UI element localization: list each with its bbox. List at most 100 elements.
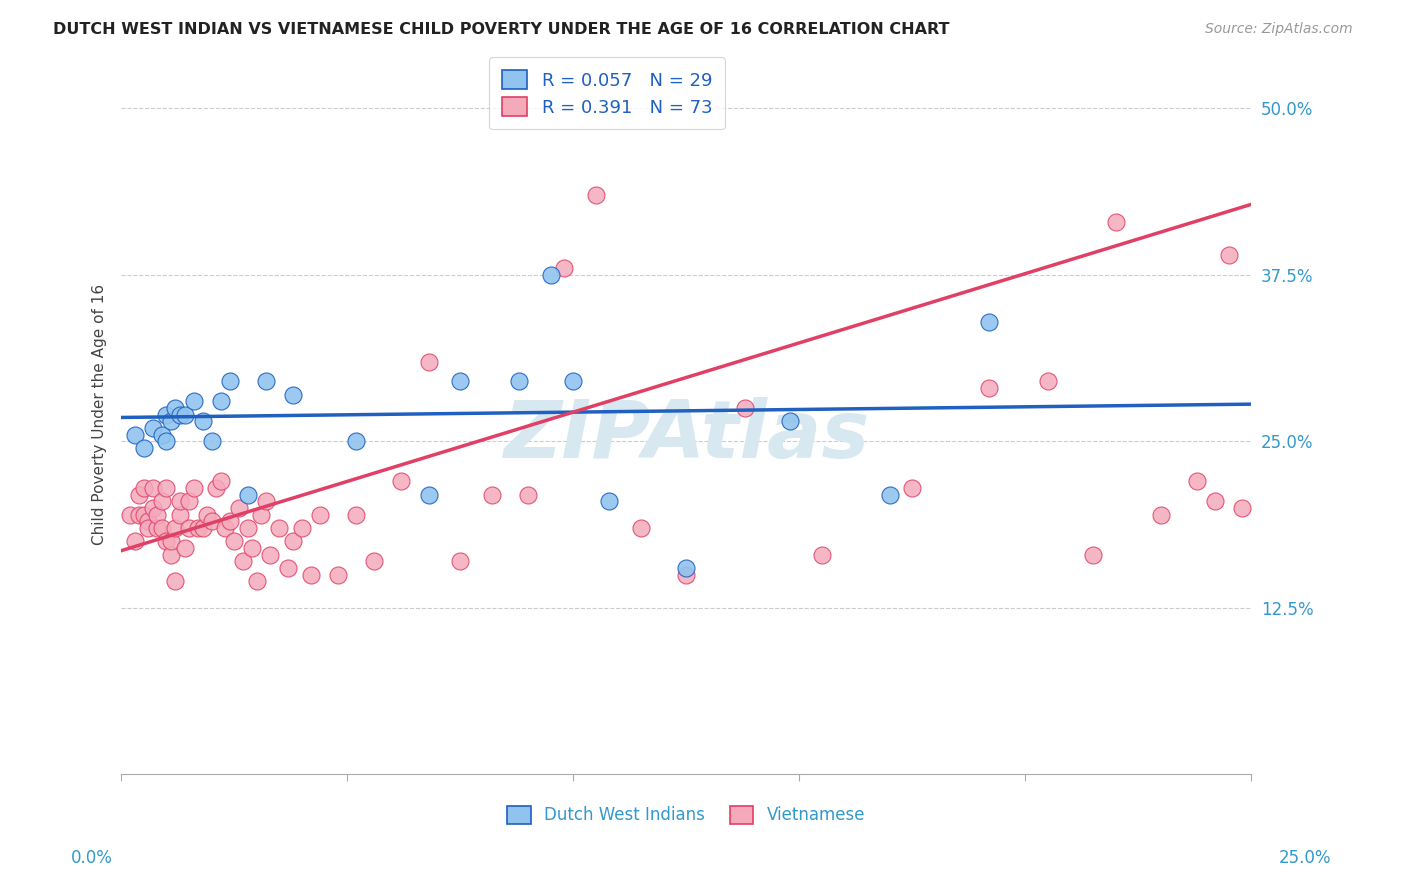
Point <box>173 408 195 422</box>
Point <box>205 481 228 495</box>
Point <box>146 521 169 535</box>
Point <box>418 354 440 368</box>
Point <box>481 488 503 502</box>
Point <box>391 475 413 489</box>
Point <box>142 421 165 435</box>
Point <box>209 475 232 489</box>
Point <box>779 414 801 428</box>
Point <box>1150 508 1173 522</box>
Point <box>201 434 224 449</box>
Point <box>165 521 187 535</box>
Point <box>553 261 575 276</box>
Point <box>177 521 200 535</box>
Text: 0.0%: 0.0% <box>70 849 112 867</box>
Point <box>979 381 1001 395</box>
Point <box>165 574 187 589</box>
Point <box>132 441 155 455</box>
Point <box>228 501 250 516</box>
Point <box>246 574 269 589</box>
Point <box>418 488 440 502</box>
Text: 25.0%: 25.0% <box>1278 849 1331 867</box>
Point <box>449 554 471 568</box>
Point <box>177 494 200 508</box>
Point <box>183 394 205 409</box>
Point <box>214 521 236 535</box>
Point <box>259 548 281 562</box>
Point <box>598 494 620 508</box>
Point <box>811 548 834 562</box>
Point <box>1185 475 1208 489</box>
Point <box>1232 501 1254 516</box>
Point <box>191 521 214 535</box>
Point <box>150 521 173 535</box>
Point <box>155 408 177 422</box>
Point <box>187 521 209 535</box>
Point <box>138 514 160 528</box>
Point <box>169 494 191 508</box>
Point <box>169 508 191 522</box>
Point <box>146 508 169 522</box>
Point <box>155 434 177 449</box>
Point <box>517 488 540 502</box>
Point <box>309 508 332 522</box>
Point <box>562 375 585 389</box>
Y-axis label: Child Poverty Under the Age of 16: Child Poverty Under the Age of 16 <box>93 285 107 545</box>
Point <box>236 521 259 535</box>
Point <box>201 514 224 528</box>
Point <box>675 567 697 582</box>
Point <box>281 534 304 549</box>
Point <box>630 521 652 535</box>
Point <box>142 501 165 516</box>
Point <box>160 548 183 562</box>
Point <box>344 508 367 522</box>
Point <box>132 481 155 495</box>
Point <box>209 394 232 409</box>
Point <box>124 427 146 442</box>
Point <box>128 508 150 522</box>
Point <box>155 481 177 495</box>
Point <box>508 375 530 389</box>
Point <box>734 401 756 416</box>
Point <box>901 481 924 495</box>
Point <box>254 375 277 389</box>
Point <box>269 521 291 535</box>
Point <box>169 408 191 422</box>
Point <box>1218 248 1240 262</box>
Point <box>155 534 177 549</box>
Point <box>195 508 218 522</box>
Point <box>150 494 173 508</box>
Point <box>183 481 205 495</box>
Point <box>150 427 173 442</box>
Point <box>240 541 263 555</box>
Text: DUTCH WEST INDIAN VS VIETNAMESE CHILD POVERTY UNDER THE AGE OF 16 CORRELATION CH: DUTCH WEST INDIAN VS VIETNAMESE CHILD PO… <box>53 22 950 37</box>
Point <box>1204 494 1226 508</box>
Point <box>1081 548 1104 562</box>
Point <box>128 488 150 502</box>
Point <box>236 488 259 502</box>
Point <box>250 508 273 522</box>
Text: ZIPAtlas: ZIPAtlas <box>503 397 869 475</box>
Point <box>218 514 240 528</box>
Point <box>449 375 471 389</box>
Point <box>132 508 155 522</box>
Point <box>138 521 160 535</box>
Point <box>173 541 195 555</box>
Point <box>585 188 607 202</box>
Point <box>120 508 142 522</box>
Point <box>277 561 299 575</box>
Point <box>191 414 214 428</box>
Point <box>160 534 183 549</box>
Point <box>363 554 385 568</box>
Point <box>675 561 697 575</box>
Point <box>879 488 901 502</box>
Point <box>299 567 322 582</box>
Point <box>540 268 562 282</box>
Point <box>1105 214 1128 228</box>
Point <box>124 534 146 549</box>
Point <box>224 534 246 549</box>
Point <box>328 567 350 582</box>
Point <box>254 494 277 508</box>
Point <box>281 388 304 402</box>
Point <box>232 554 254 568</box>
Point <box>979 314 1001 328</box>
